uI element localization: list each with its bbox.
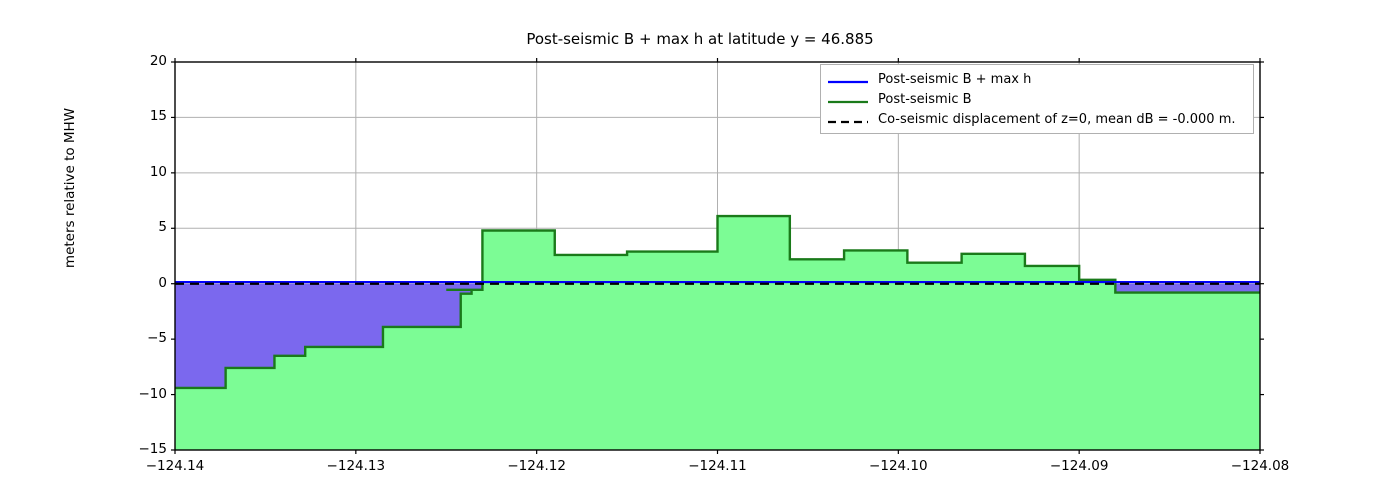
y-tick-label: −15 [138, 441, 168, 457]
y-tick-label: 5 [158, 219, 167, 236]
y-tick-label: −10 [138, 385, 168, 402]
y-tick-label: −5 [147, 330, 167, 347]
legend-entry: Post-seismic B [827, 89, 1247, 109]
x-tick-label: −124.14 [145, 458, 205, 474]
legend-entry: Co-seismic displacement of z=0, mean dB … [827, 109, 1247, 129]
series-lines [175, 214, 1260, 390]
x-tick-label: −124.13 [326, 458, 386, 474]
legend-swatch-icon [827, 93, 869, 105]
legend-swatch-icon [827, 113, 869, 125]
y-tick-label: 10 [149, 163, 167, 180]
x-tick-label: −124.10 [869, 458, 928, 474]
legend-label: Post-seismic B [878, 91, 972, 107]
x-tick-label: −124.11 [688, 458, 747, 474]
x-tick-label: −124.12 [507, 458, 566, 474]
legend-label: Post-seismic B + max h [878, 71, 1032, 87]
y-tick-label: 15 [149, 108, 167, 125]
area-fills [175, 216, 1260, 450]
x-tick-label: −124.09 [1049, 458, 1109, 474]
x-tick-label: −124.08 [1230, 458, 1290, 474]
legend-label: Co-seismic displacement of z=0, mean dB … [878, 111, 1236, 127]
chart-title: Post-seismic B + max h at latitude y = 4… [526, 30, 874, 48]
legend-swatch-icon [827, 73, 869, 85]
legend-entry: Post-seismic B + max h [827, 69, 1247, 89]
tick-marks [171, 58, 1264, 454]
chart-legend: Post-seismic B + max h Post-seismic B Co-s… [820, 64, 1254, 134]
y-tick-label: 20 [149, 53, 167, 69]
y-tick-label: 0 [158, 274, 167, 291]
